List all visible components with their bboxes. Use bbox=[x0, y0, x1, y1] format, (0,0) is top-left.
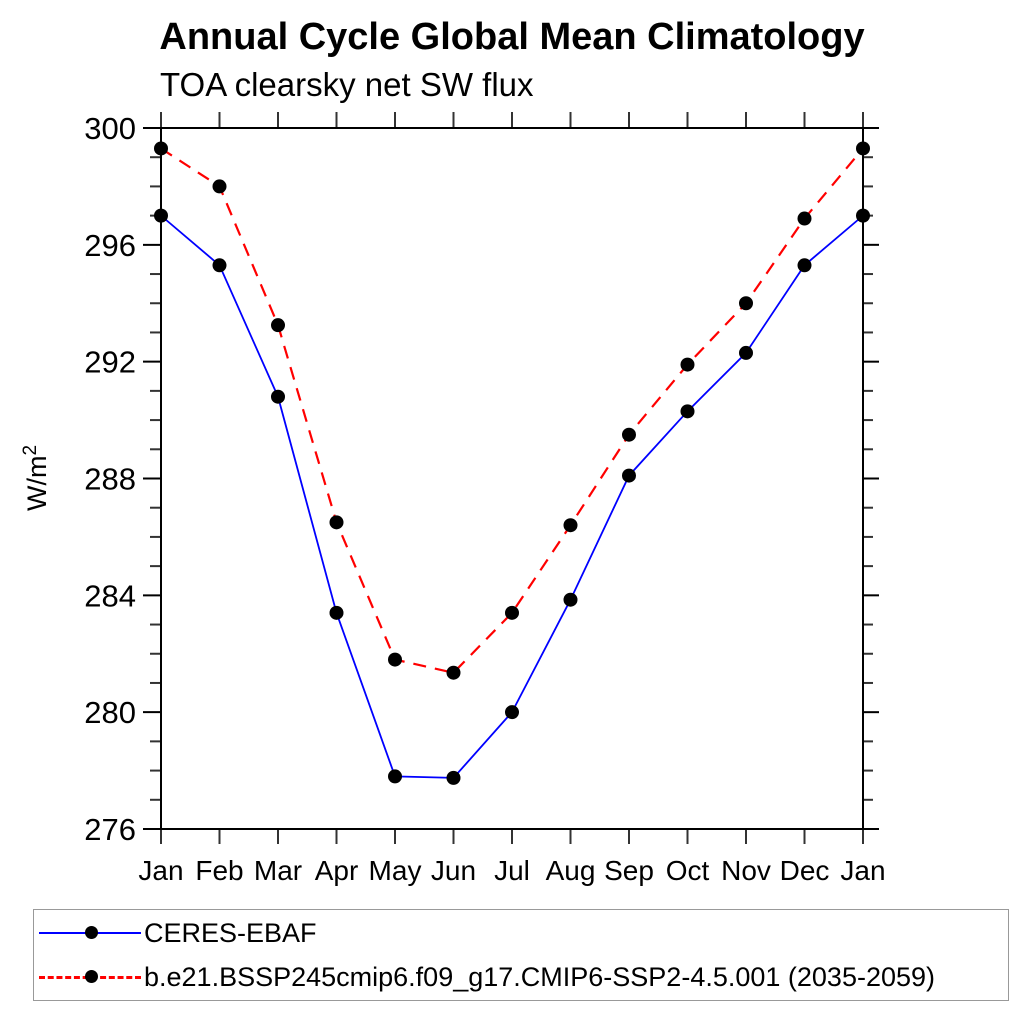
data-point-marker bbox=[622, 468, 636, 483]
y-tick-label: 276 bbox=[84, 812, 136, 847]
data-point-marker bbox=[739, 345, 753, 360]
legend-marker-dot bbox=[85, 970, 98, 983]
x-tick-label: Jan bbox=[840, 855, 885, 886]
x-tick-label: Jun bbox=[431, 855, 476, 886]
data-point-marker bbox=[388, 652, 402, 667]
legend: CERES-EBAF b.e21.BSSP245cmip6.f09_g17.CMI… bbox=[33, 909, 1009, 1001]
x-tick-label: Feb bbox=[195, 855, 243, 886]
legend-item-0: CERES-EBAF bbox=[34, 913, 1008, 953]
legend-item-1: b.e21.BSSP245cmip6.f09_g17.CMIP6-SSP2-4.… bbox=[34, 957, 1008, 997]
data-point-marker bbox=[329, 605, 344, 620]
data-point-marker bbox=[797, 211, 812, 226]
data-point-marker bbox=[563, 518, 578, 533]
x-tick-label: Nov bbox=[721, 855, 771, 886]
x-tick-label: Mar bbox=[254, 855, 302, 886]
data-point-marker bbox=[446, 665, 461, 680]
y-axis-label: W/m2 bbox=[20, 445, 53, 511]
x-tick-label: Jul bbox=[494, 855, 530, 886]
x-tick-label: Aug bbox=[546, 855, 596, 886]
legend-marker-dot bbox=[85, 926, 98, 939]
y-tick-label: 284 bbox=[84, 578, 136, 613]
series-line-0 bbox=[160, 214, 864, 779]
data-point-marker bbox=[739, 296, 753, 311]
chart-title: Annual Cycle Global Mean Climatology bbox=[159, 16, 865, 58]
data-point-marker bbox=[271, 389, 285, 404]
data-point-marker bbox=[271, 318, 285, 333]
x-tick-label: Apr bbox=[315, 855, 359, 886]
y-tick-label: 300 bbox=[84, 111, 136, 146]
x-tick-label: Jan bbox=[138, 855, 183, 886]
y-tick-label: 292 bbox=[84, 345, 136, 380]
data-point-marker bbox=[212, 258, 227, 273]
legend-label: CERES-EBAF bbox=[144, 917, 317, 948]
y-tick-label: 296 bbox=[84, 228, 136, 263]
data-point-marker bbox=[797, 258, 812, 273]
chart-subtitle: TOA clearsky net SW flux bbox=[160, 66, 534, 103]
data-point-marker bbox=[329, 515, 344, 530]
x-tick-label: May bbox=[369, 855, 422, 886]
data-point-marker bbox=[388, 769, 402, 784]
data-point-marker bbox=[212, 179, 227, 194]
y-tick-label: 280 bbox=[84, 695, 136, 730]
data-point-marker bbox=[154, 208, 168, 223]
x-tick-label: Dec bbox=[780, 855, 830, 886]
data-point-marker bbox=[680, 357, 695, 372]
data-point-marker bbox=[856, 141, 870, 156]
data-point-marker bbox=[505, 705, 519, 720]
data-point-marker bbox=[680, 404, 695, 419]
legend-label: b.e21.BSSP245cmip6.f09_g17.CMIP6-SSP2-4.… bbox=[144, 961, 936, 992]
y-tick-label: 288 bbox=[84, 462, 136, 497]
legend-solid-line-sample bbox=[39, 925, 141, 941]
data-point-marker bbox=[563, 592, 578, 607]
data-point-marker bbox=[154, 141, 168, 156]
legend-dashed-line-sample bbox=[39, 969, 141, 985]
data-point-marker bbox=[446, 770, 461, 785]
axis-frame bbox=[160, 127, 864, 830]
data-point-marker bbox=[622, 427, 636, 442]
series-line-1 bbox=[160, 147, 864, 674]
x-tick-label: Oct bbox=[666, 855, 710, 886]
data-point-marker bbox=[856, 208, 870, 223]
x-tick-label: Sep bbox=[604, 855, 654, 886]
data-point-marker bbox=[505, 605, 519, 620]
